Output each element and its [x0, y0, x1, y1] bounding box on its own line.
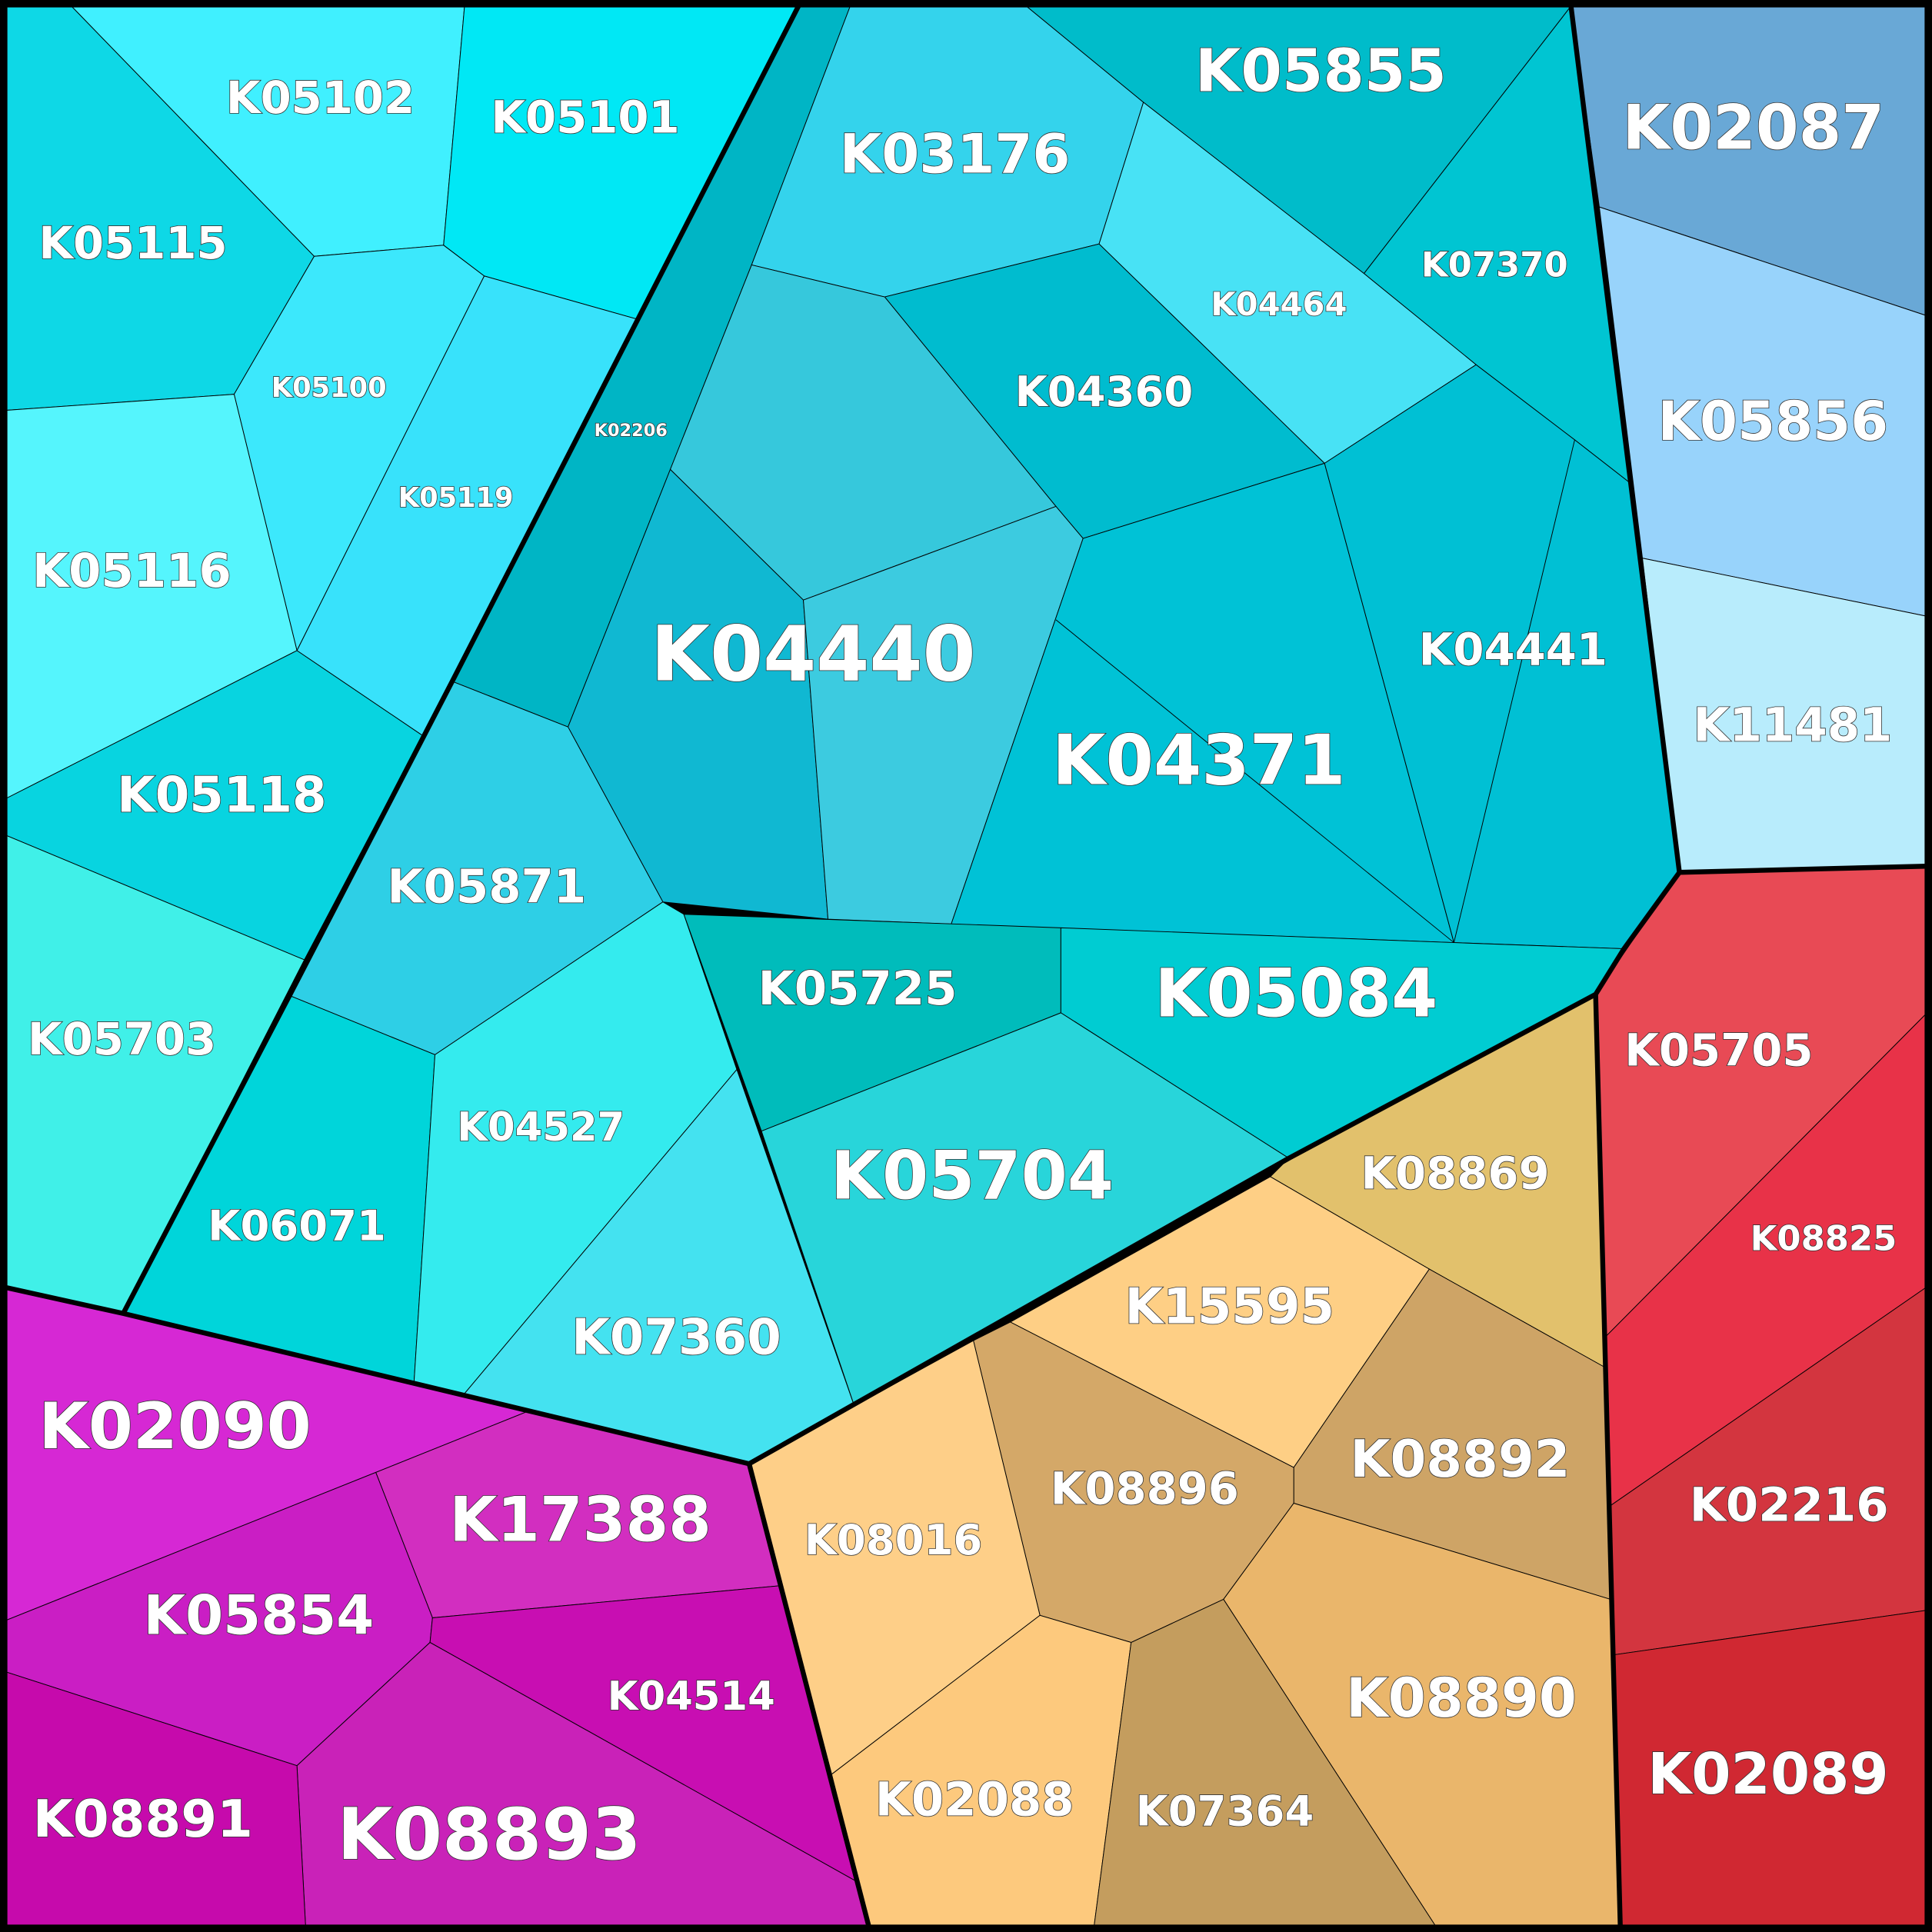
cell-label: K05100	[271, 372, 387, 404]
cell-label: K05116	[32, 544, 232, 598]
cell-label: K02216	[1690, 1477, 1889, 1532]
cell-label: K08892	[1350, 1429, 1570, 1489]
cell-label: K15595	[1125, 1279, 1335, 1336]
cell-divider	[1055, 619, 1454, 943]
cell-label: K05115	[38, 217, 227, 269]
cell-label: K02088	[875, 1772, 1074, 1827]
group-border	[1593, 994, 1623, 1927]
cell-label: K03176	[840, 123, 1071, 186]
cell-label: K05854	[144, 1584, 375, 1647]
cell	[568, 468, 829, 920]
cell-label: K02090	[38, 1389, 311, 1464]
cell-label: K08869	[1361, 1148, 1549, 1200]
cell-label: K02206	[595, 421, 668, 441]
cell-label: K02089	[1647, 1742, 1888, 1807]
cell-label: K07370	[1421, 245, 1568, 285]
cell-label: K08890	[1346, 1667, 1577, 1730]
group-border	[1679, 864, 1927, 875]
cell-label: K04527	[457, 1104, 625, 1151]
cell-label: K17388	[449, 1484, 711, 1556]
cell-label: K08825	[1750, 1217, 1897, 1258]
cell-label: K05101	[491, 92, 679, 144]
cell-label: K04441	[1419, 624, 1607, 676]
cell-divider	[1453, 439, 1575, 943]
group-border	[5, 5, 1682, 1467]
cell-label: K04464	[1211, 285, 1347, 323]
cell-label: K05118	[117, 768, 327, 824]
group-border	[746, 1463, 871, 1927]
cell-label: K07364	[1136, 1786, 1314, 1835]
cell-label: K05871	[387, 859, 586, 914]
cell-label: K07360	[571, 1310, 781, 1367]
cell-label: K04440	[651, 610, 975, 698]
cell-label: K04514	[608, 1674, 775, 1720]
cell-label: K05705	[1624, 1024, 1813, 1076]
cell-label: K05704	[831, 1138, 1114, 1215]
cell-label: K05703	[28, 1013, 216, 1065]
cell-label: K06071	[208, 1201, 386, 1250]
cell-label: K08016	[804, 1515, 983, 1564]
cell-label: K08893	[337, 1793, 641, 1876]
cell-label: K05856	[1657, 390, 1888, 453]
cell-label: K05102	[226, 72, 415, 124]
cell-label: K05725	[758, 961, 958, 1016]
cell-label: K11481	[1694, 698, 1893, 752]
cell-label: K08896	[1051, 1463, 1239, 1515]
group-border	[121, 5, 801, 1315]
cell-label: K04371	[1052, 721, 1346, 801]
cell-label: K08891	[33, 1789, 253, 1849]
cell-label: K04360	[1015, 367, 1194, 416]
cell-label: K05119	[398, 482, 514, 514]
cell-label: K02087	[1622, 92, 1884, 163]
cell-label: K05855	[1195, 38, 1447, 106]
cell-label: K05084	[1154, 956, 1437, 1033]
